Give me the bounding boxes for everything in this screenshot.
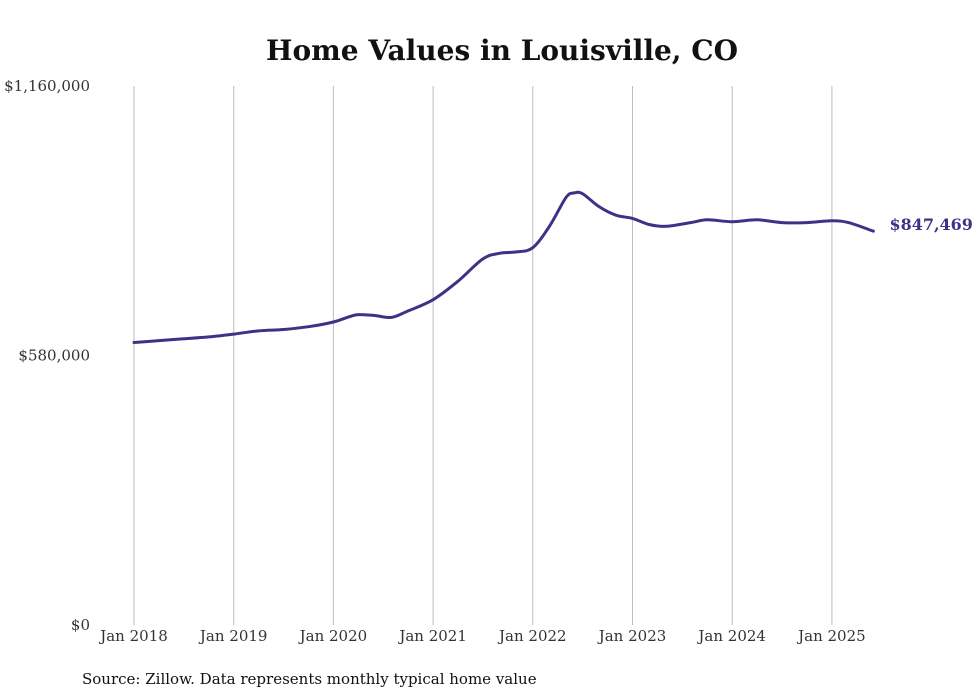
x-tick-label: Jan 2025 <box>796 627 866 645</box>
gridlines <box>133 86 833 625</box>
x-tick-label: Jan 2018 <box>98 627 168 645</box>
x-tick-label: Jan 2021 <box>397 627 467 645</box>
y-tick-label: $1,160,000 <box>4 77 90 95</box>
y-tick-label: $580,000 <box>18 347 90 365</box>
end-value-label: $847,469 <box>889 215 973 234</box>
x-axis-ticks: Jan 2018 Jan 2019 Jan 2020 Jan 2021 Jan 2022… <box>98 627 865 645</box>
source-note: Source: Zillow. Data represents monthly … <box>82 670 537 688</box>
y-axis-ticks: $0 $580,000 $1,160,000 <box>4 77 90 634</box>
chart-title: Home Values in Louisville, CO <box>266 34 738 67</box>
x-tick-label: Jan 2019 <box>198 627 268 645</box>
y-tick-label: $0 <box>71 616 90 634</box>
x-tick-label: Jan 2024 <box>696 627 766 645</box>
x-tick-label: Jan 2022 <box>497 627 567 645</box>
series-layer <box>132 190 875 344</box>
x-tick-label: Jan 2023 <box>597 627 667 645</box>
home-value-line <box>132 190 875 344</box>
x-tick-label: Jan 2020 <box>298 627 368 645</box>
